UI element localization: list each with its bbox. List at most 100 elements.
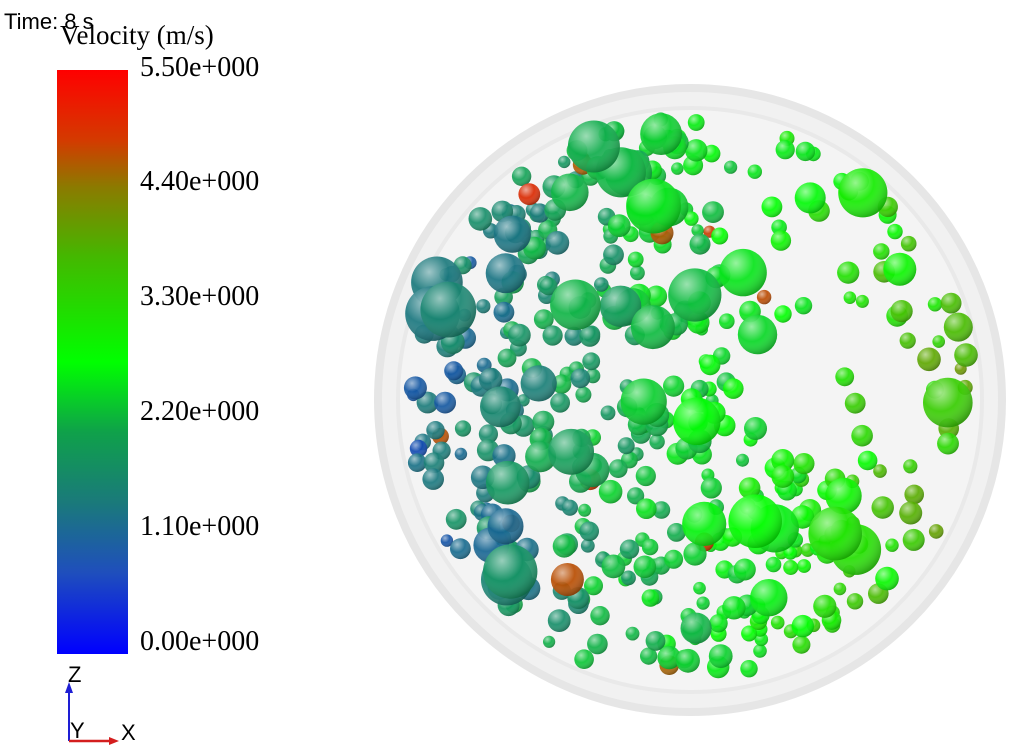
particle-shading xyxy=(532,410,555,433)
particle-shading xyxy=(932,335,945,348)
particle-shading xyxy=(547,609,571,632)
particle-shading xyxy=(685,139,708,162)
particle-shading xyxy=(899,332,916,349)
legend-title: Velocity (m/s) xyxy=(60,20,214,50)
particle-shading xyxy=(551,374,572,394)
particle-shading xyxy=(630,265,645,281)
particle-shading xyxy=(808,506,862,561)
particle-shading xyxy=(838,168,888,218)
particle-shading xyxy=(550,279,601,331)
particle-shading xyxy=(844,392,866,414)
particle-shading xyxy=(625,626,640,641)
particle-shading xyxy=(837,261,860,284)
particle-shading xyxy=(599,285,642,327)
particle-shading xyxy=(570,368,591,389)
particle-shading xyxy=(485,253,526,294)
particle-shading xyxy=(883,252,917,286)
particle-shading xyxy=(420,281,477,338)
particle-shading xyxy=(728,494,782,548)
axis-triad: Z Y X xyxy=(65,662,136,745)
particle-shading xyxy=(741,625,758,642)
particle-shading xyxy=(539,277,558,296)
particle-shading xyxy=(645,631,666,651)
particle-shading xyxy=(533,309,554,330)
particle-shading xyxy=(440,534,454,547)
legend-tick-label: 1.10e+000 xyxy=(140,511,260,542)
legend-tick-label: 0.00e+000 xyxy=(140,626,260,657)
particle-shading xyxy=(550,563,584,596)
particle-shading xyxy=(617,437,635,455)
particle-shading xyxy=(525,441,557,473)
particle-shading xyxy=(479,368,503,392)
particle-shading xyxy=(954,343,978,367)
particle-shading xyxy=(627,251,644,268)
particle-shading xyxy=(875,566,899,591)
particle-shading xyxy=(676,648,700,673)
particle-shading xyxy=(783,560,799,575)
particle-shading xyxy=(444,361,464,381)
z-axis-label: Z xyxy=(68,662,81,687)
particle-shading xyxy=(483,544,538,599)
particle-shading xyxy=(598,479,623,504)
particle-shading xyxy=(480,386,521,428)
velocity-color-bar xyxy=(57,70,128,654)
particle-shading xyxy=(497,348,517,368)
particle-shading xyxy=(673,397,721,445)
particle-shading xyxy=(558,155,571,169)
y-axis-label: Y xyxy=(70,718,85,743)
particle-shading xyxy=(923,377,973,428)
particle-shading xyxy=(620,378,667,425)
particle-shading xyxy=(520,365,557,402)
particle-shading xyxy=(902,528,925,551)
particle-shading xyxy=(641,538,659,556)
particle-shading xyxy=(630,305,675,350)
particle-shading xyxy=(885,538,899,552)
particle-shading xyxy=(468,207,493,231)
particle-shading xyxy=(454,447,468,461)
particle-shading xyxy=(761,196,783,218)
particle-shading xyxy=(487,508,524,545)
particle-shading xyxy=(851,424,873,447)
particle-shading xyxy=(709,614,728,633)
particle-shading xyxy=(792,635,811,654)
particle-shading xyxy=(794,182,826,214)
particle-shading xyxy=(652,501,671,519)
particle-shading xyxy=(825,477,862,515)
particle-shading xyxy=(753,644,767,658)
particle-shading xyxy=(719,248,767,297)
particle-shading xyxy=(750,579,788,617)
particle-shading xyxy=(797,559,811,573)
particle-shading xyxy=(664,549,684,569)
particle-shading xyxy=(663,375,685,397)
particle-shading xyxy=(485,460,530,505)
particle-shading xyxy=(699,354,721,376)
particle-shading xyxy=(548,428,594,475)
particle-shading xyxy=(917,347,941,372)
particle-shading xyxy=(668,268,722,322)
particle-shading xyxy=(771,449,795,472)
particle-shading xyxy=(733,558,756,581)
particle-shading xyxy=(793,453,815,475)
particle-shading xyxy=(603,244,624,266)
particle-shading xyxy=(774,305,792,323)
particle-shading xyxy=(765,556,782,573)
particle-shading xyxy=(640,647,658,665)
particle-shading xyxy=(835,367,855,387)
particle-shading xyxy=(940,292,962,314)
particle-shading xyxy=(545,231,570,255)
particle-shading xyxy=(684,211,699,226)
particle-shading xyxy=(657,645,681,670)
particle-shading xyxy=(636,498,657,519)
particle-shading xyxy=(403,376,427,400)
particle-shading xyxy=(691,224,704,237)
particle-shading xyxy=(542,325,563,346)
particle-shading xyxy=(645,285,668,308)
particle-shading xyxy=(736,453,749,467)
particle-shading xyxy=(476,299,491,314)
particle-shading xyxy=(683,542,707,566)
particle-shading xyxy=(744,417,767,440)
particle-shading xyxy=(855,294,869,308)
particle-shading xyxy=(723,378,744,399)
particle-shading xyxy=(619,539,640,559)
particle-shading xyxy=(633,555,657,579)
